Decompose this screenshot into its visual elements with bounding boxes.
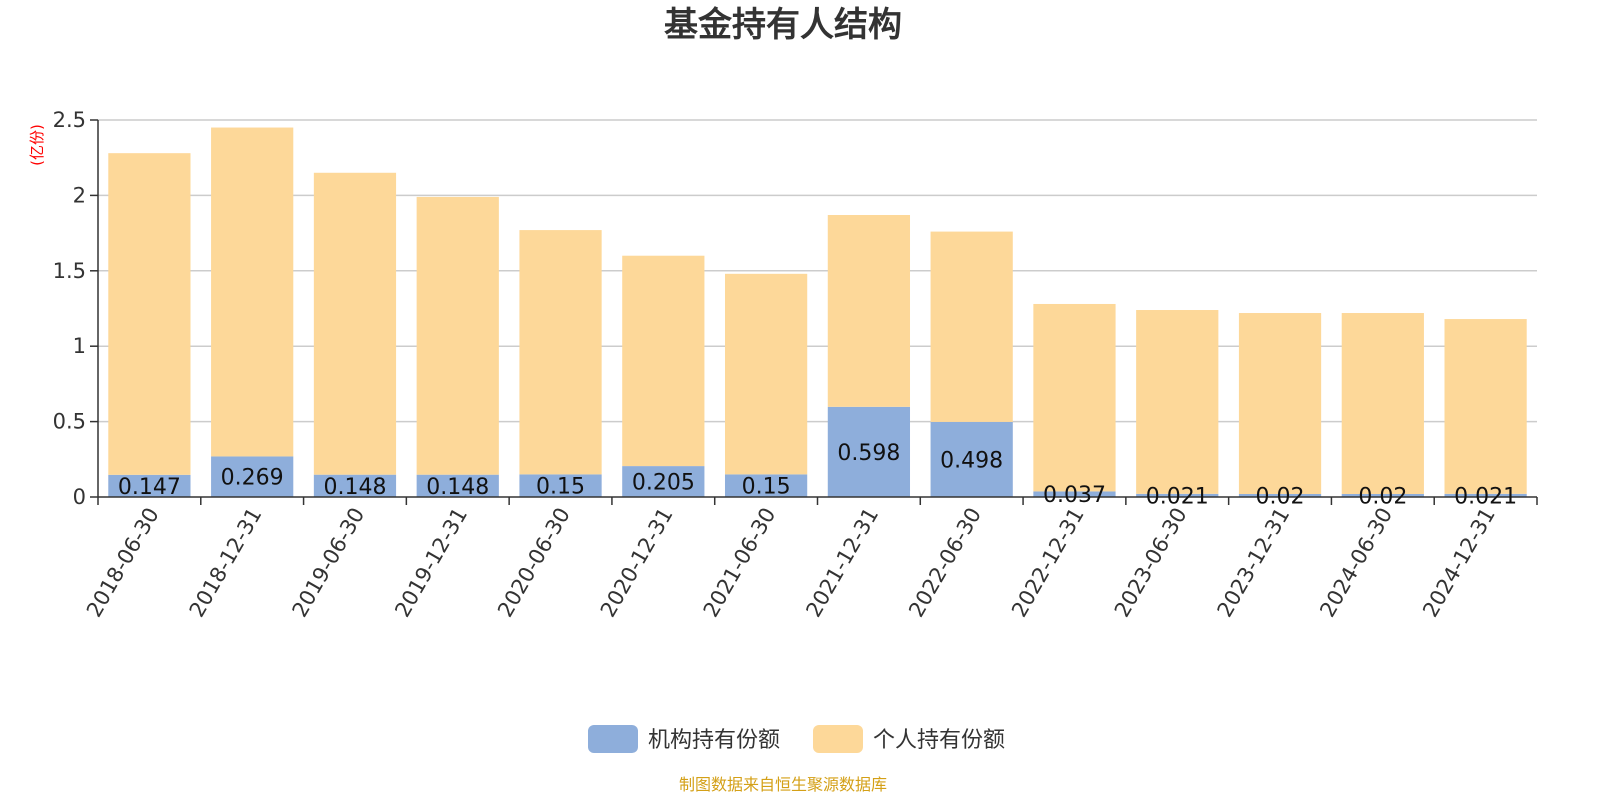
bar-individual[interactable] <box>930 231 1013 422</box>
source-note: 制图数据来自恒生聚源数据库 <box>679 775 887 794</box>
bar-data-label: 0.148 <box>426 475 489 500</box>
bar-institutional[interactable] <box>211 456 294 497</box>
bar-institutional[interactable] <box>519 474 602 497</box>
x-tick-label: 2022-12-31 <box>1007 504 1089 622</box>
x-tick-label: 2020-12-31 <box>596 504 678 622</box>
bar-individual[interactable] <box>416 196 499 475</box>
x-tick-label: 2024-06-30 <box>1315 504 1397 622</box>
bar-data-label: 0.037 <box>1043 483 1106 508</box>
bar-institutional[interactable] <box>827 406 911 497</box>
bar-data-label: 0.021 <box>1146 484 1209 509</box>
bar-individual[interactable] <box>724 273 808 475</box>
legend-swatch[interactable] <box>813 725 863 753</box>
bar-data-label: 0.498 <box>940 448 1003 473</box>
x-tick-label: 2022-06-30 <box>904 504 986 622</box>
bar-individual[interactable] <box>519 230 602 475</box>
bar-data-label: 0.021 <box>1454 484 1517 509</box>
y-tick-label: 0 <box>73 485 86 509</box>
bar-data-label: 0.15 <box>536 475 585 500</box>
bar-institutional[interactable] <box>1341 493 1424 497</box>
legend-label[interactable]: 个人持有份额 <box>873 728 1005 753</box>
x-tick-label: 2023-06-30 <box>1110 504 1192 622</box>
bar-individual[interactable] <box>1341 313 1424 494</box>
bar-data-label: 0.598 <box>837 441 900 466</box>
bar-institutional[interactable] <box>108 474 191 497</box>
chart-title: 基金持有人结构 <box>664 5 902 45</box>
bar-data-label: 0.148 <box>323 475 386 500</box>
y-tick-label: 0.5 <box>53 410 86 434</box>
bar-data-label: 0.02 <box>1358 484 1407 509</box>
x-tick-label: 2018-06-30 <box>82 504 164 622</box>
bar-data-label: 0.15 <box>742 475 791 500</box>
bar-institutional[interactable] <box>313 474 397 497</box>
bar-individual[interactable] <box>211 127 294 457</box>
bar-individual[interactable] <box>1238 313 1322 494</box>
x-tick-label: 2023-12-31 <box>1213 504 1295 622</box>
x-tick-label: 2024-12-31 <box>1418 504 1500 622</box>
x-tick-label: 2021-12-31 <box>801 504 883 622</box>
bar-institutional[interactable] <box>1238 493 1322 497</box>
legend: 机构持有份额 个人持有份额 <box>588 725 1005 753</box>
bar-institutional[interactable] <box>1033 491 1116 497</box>
bar-data-label: 0.02 <box>1256 484 1305 509</box>
bar-individual[interactable] <box>313 172 397 475</box>
bar-institutional[interactable] <box>930 421 1013 497</box>
bar-individual[interactable] <box>622 255 705 467</box>
y-tick-label: 1 <box>73 334 86 358</box>
bar-individual[interactable] <box>1033 303 1116 492</box>
x-tick-label: 2018-12-31 <box>185 504 267 622</box>
x-tick-label: 2020-06-30 <box>493 504 575 622</box>
x-tick-label: 2021-06-30 <box>699 504 781 622</box>
y-axis-unit: (亿份) <box>28 124 46 166</box>
bar-individual[interactable] <box>827 215 911 407</box>
bar-institutional[interactable] <box>1444 493 1527 497</box>
bar-data-label: 0.205 <box>632 471 695 496</box>
bar-institutional[interactable] <box>1136 493 1219 497</box>
bar-institutional[interactable] <box>416 474 499 497</box>
bar-data-label: 0.269 <box>221 466 284 491</box>
bar-individual[interactable] <box>1444 319 1527 494</box>
bar-individual[interactable] <box>1136 310 1219 494</box>
y-tick-label: 2.5 <box>53 108 86 132</box>
y-tick-label: 1.5 <box>53 259 86 283</box>
bar-institutional[interactable] <box>724 474 808 497</box>
data-labels: 0.147 0.269 0.148 0.148 0.15 0.205 0.15 0.598 0.… <box>118 441 1517 510</box>
bar-institutional[interactable] <box>622 466 705 497</box>
legend-swatch[interactable] <box>588 725 638 753</box>
y-tick-label: 2 <box>73 183 86 207</box>
bar-data-label: 0.147 <box>118 475 181 500</box>
bars <box>108 127 1527 497</box>
x-tick-label: 2019-12-31 <box>390 504 472 622</box>
bar-individual[interactable] <box>108 153 191 475</box>
legend-label[interactable]: 机构持有份额 <box>648 728 780 753</box>
x-tick-label: 2019-06-30 <box>287 504 369 622</box>
